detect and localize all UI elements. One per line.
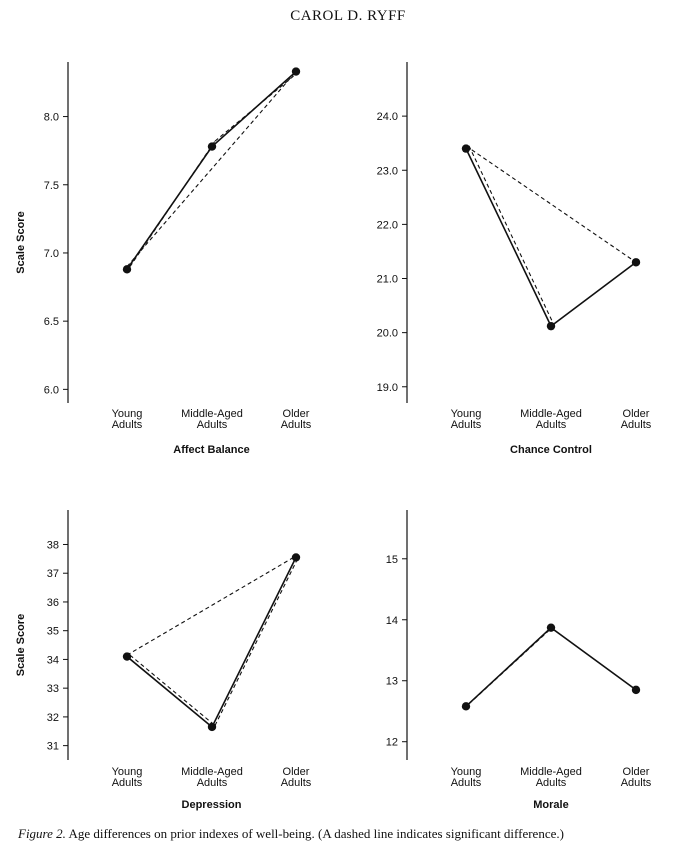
depression-y-tick-label-7: 38 xyxy=(47,539,59,551)
chance-control-data-point-0 xyxy=(461,144,471,153)
depression-y-tick-label-2: 33 xyxy=(47,683,59,695)
morale-data-point-2 xyxy=(631,685,641,695)
affect-balance-category-label-0-0: Young xyxy=(112,408,143,420)
depression-category-label-1-0: Middle-Aged xyxy=(181,766,243,778)
depression-category-label-2-0: Older xyxy=(283,766,310,778)
morale-y-tick-label-0: 12 xyxy=(386,737,398,749)
chance-control-y-tick-label-5: 24.0 xyxy=(377,111,398,123)
depression-y-tick-label-3: 34 xyxy=(47,654,59,666)
chance-control-y-tick-label-3: 22.0 xyxy=(377,219,398,231)
depression-y-axis-title: Scale Score xyxy=(15,614,27,676)
chance-control-y-tick-label-2: 21.0 xyxy=(377,274,398,286)
chance-control-category-label-0-0: Young xyxy=(451,408,482,420)
affect-balance-category-label-1-1: Adults xyxy=(197,419,228,431)
morale-category-label-0-1: Adults xyxy=(451,777,482,789)
morale-category-label-1-1: Adults xyxy=(536,777,567,789)
chance-control-series-solid-line xyxy=(465,148,637,328)
morale-significance-dash-0 xyxy=(468,625,555,705)
morale-data-point-0 xyxy=(461,702,471,711)
chance-control-y-tick-label-1: 20.0 xyxy=(377,328,398,340)
affect-balance-category-label-1-0: Middle-Aged xyxy=(181,408,243,420)
morale-category-label-2-1: Adults xyxy=(621,777,652,789)
morale-category-label-2-0: Older xyxy=(623,766,650,778)
affect-balance-panel-title: Affect Balance xyxy=(173,444,249,456)
affect-balance-data-point-2 xyxy=(291,67,301,76)
chance-control-panel-title: Chance Control xyxy=(510,444,592,456)
chance-control-y-tick-label-0: 19.0 xyxy=(377,382,398,394)
affect-balance-category-label-2-0: Older xyxy=(283,408,310,420)
morale-panel-title: Morale xyxy=(533,799,568,811)
affect-balance-category-label-2-1: Adults xyxy=(281,419,312,431)
chance-control-category-label-2-1: Adults xyxy=(621,419,652,431)
chance-control-data-point-1 xyxy=(546,321,556,331)
depression-data-point-1 xyxy=(207,722,217,732)
chance-control-category-label-1-0: Middle-Aged xyxy=(520,408,582,420)
affect-balance-significance-dash-1 xyxy=(126,71,297,267)
affect-balance-y-tick-label-2: 7.0 xyxy=(44,248,59,260)
depression-y-tick-label-0: 31 xyxy=(47,741,59,753)
affect-balance-significance-dash-0 xyxy=(129,140,216,267)
chance-control-category-label-0-1: Adults xyxy=(451,419,482,431)
affect-balance-y-tick-label-3: 7.5 xyxy=(44,180,59,192)
figure-caption: Figure 2. Age differences on prior index… xyxy=(18,826,688,842)
morale-series-solid-line xyxy=(465,626,637,707)
morale-y-tick-label-2: 14 xyxy=(386,615,398,627)
chance-control-y-tick-label-4: 23.0 xyxy=(377,165,398,177)
depression-y-tick-label-5: 36 xyxy=(47,597,59,609)
morale-category-label-1-0: Middle-Aged xyxy=(520,766,582,778)
chance-control-category-label-2-0: Older xyxy=(623,408,650,420)
depression-category-label-2-1: Adults xyxy=(281,777,312,789)
depression-data-point-2 xyxy=(291,553,301,562)
depression-y-tick-label-6: 37 xyxy=(47,568,59,580)
depression-significance-dash-2 xyxy=(214,555,300,726)
morale-data-point-1 xyxy=(546,623,556,632)
depression-category-label-0-1: Adults xyxy=(112,777,143,789)
affect-balance-y-axis-title: Scale Score xyxy=(15,211,27,273)
caption-text: Age differences on prior indexes of well… xyxy=(65,826,564,841)
figure-label: Figure 2. xyxy=(18,826,66,841)
affect-balance-y-tick-label-1: 6.5 xyxy=(44,316,59,328)
affect-balance-y-tick-label-0: 6.0 xyxy=(44,384,59,396)
morale-category-label-0-0: Young xyxy=(451,766,482,778)
morale-y-tick-label-3: 15 xyxy=(386,554,398,566)
morale-y-tick-label-1: 13 xyxy=(386,676,398,688)
depression-category-label-0-0: Young xyxy=(112,766,143,778)
depression-y-tick-label-4: 35 xyxy=(47,626,59,638)
depression-data-point-0 xyxy=(122,652,132,661)
chance-control-significance-dash-1 xyxy=(465,145,637,263)
chance-control-category-label-1-1: Adults xyxy=(536,419,567,431)
depression-significance-dash-0 xyxy=(129,654,216,726)
affect-balance-y-tick-label-4: 8.0 xyxy=(44,112,59,124)
depression-category-label-1-1: Adults xyxy=(197,777,228,789)
chance-control-significance-dash-0 xyxy=(468,145,555,326)
chance-control-data-point-2 xyxy=(631,258,641,267)
depression-y-tick-label-1: 32 xyxy=(47,712,59,724)
affect-balance-data-point-1 xyxy=(207,142,217,151)
affect-balance-data-point-0 xyxy=(122,265,132,274)
depression-significance-dash-1 xyxy=(126,555,297,656)
depression-panel-title: Depression xyxy=(182,799,242,811)
affect-balance-category-label-0-1: Adults xyxy=(112,419,143,431)
depression-series-solid-line xyxy=(126,557,297,729)
page-header: CAROL D. RYFF xyxy=(290,8,406,24)
